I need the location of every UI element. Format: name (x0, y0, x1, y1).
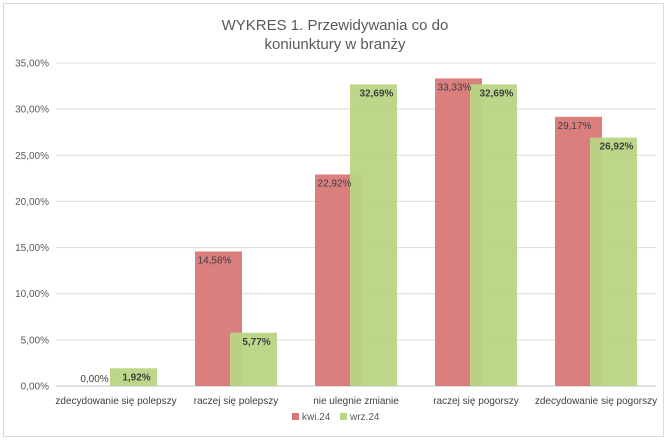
legend: kwi.24 wrz.24 (292, 412, 380, 423)
category-label: nie ulegnie zmianie (313, 396, 399, 407)
y-tick-label: 35,00% (15, 59, 49, 70)
chart-frame: WYKRES 1. Przewidywania co do koniunktur… (3, 3, 664, 437)
category-label: raczej się pogorszy (433, 396, 519, 407)
bars (110, 78, 637, 387)
data-label: 14,58% (198, 255, 232, 266)
chart-title-line-2: koniunktury w branży (265, 36, 406, 53)
data-label: 0,00% (80, 374, 108, 385)
data-label: 26,92% (600, 142, 634, 153)
category-label: raczej się polepszy (194, 396, 278, 407)
data-labels: 0,00% 1,92% 14,58% 5,77% 22,92% 32,69% 33,33% 3… (80, 82, 633, 385)
bar-wrz24-4 (470, 84, 517, 387)
bar-wrz24-3 (350, 84, 397, 387)
legend-swatch-wrz24 (340, 413, 347, 420)
data-label: 5,77% (242, 337, 270, 348)
bar-chart: WYKRES 1. Przewidywania co do koniunktur… (15, 17, 657, 423)
category-label: zdecydowanie się pogorszy (535, 396, 657, 407)
y-tick-label: 0,00% (21, 382, 49, 393)
data-label: 32,69% (480, 88, 514, 99)
y-tick-label: 30,00% (15, 105, 49, 116)
category-label: zdecydowanie się polepszy (55, 396, 176, 407)
chart-title-line-1: WYKRES 1. Przewidywania co do (222, 17, 449, 34)
y-axis-ticks: 0,00% 5,00% 10,00% 15,00% 20,00% 25,00% 30,00%… (15, 59, 49, 393)
y-tick-label: 20,00% (15, 197, 49, 208)
x-axis-categories: zdecydowanie się polepszy raczej się pole… (55, 396, 657, 407)
legend-swatch-kwi24 (292, 413, 299, 420)
bar-wrz24-1 (110, 368, 157, 386)
y-tick-label: 25,00% (15, 151, 49, 162)
legend-label-kwi24: kwi.24 (302, 412, 331, 423)
bar-wrz24-2 (230, 332, 277, 386)
data-label: 29,17% (558, 121, 592, 132)
y-tick-label: 5,00% (21, 335, 49, 346)
data-label: 33,33% (438, 82, 472, 93)
y-tick-label: 10,00% (15, 289, 49, 300)
legend-label-wrz24: wrz.24 (349, 412, 380, 423)
data-label: 32,69% (360, 88, 394, 99)
bar-wrz24-5 (590, 137, 637, 386)
data-label: 22,92% (318, 178, 352, 189)
data-label: 1,92% (122, 372, 150, 383)
y-tick-label: 15,00% (15, 243, 49, 254)
